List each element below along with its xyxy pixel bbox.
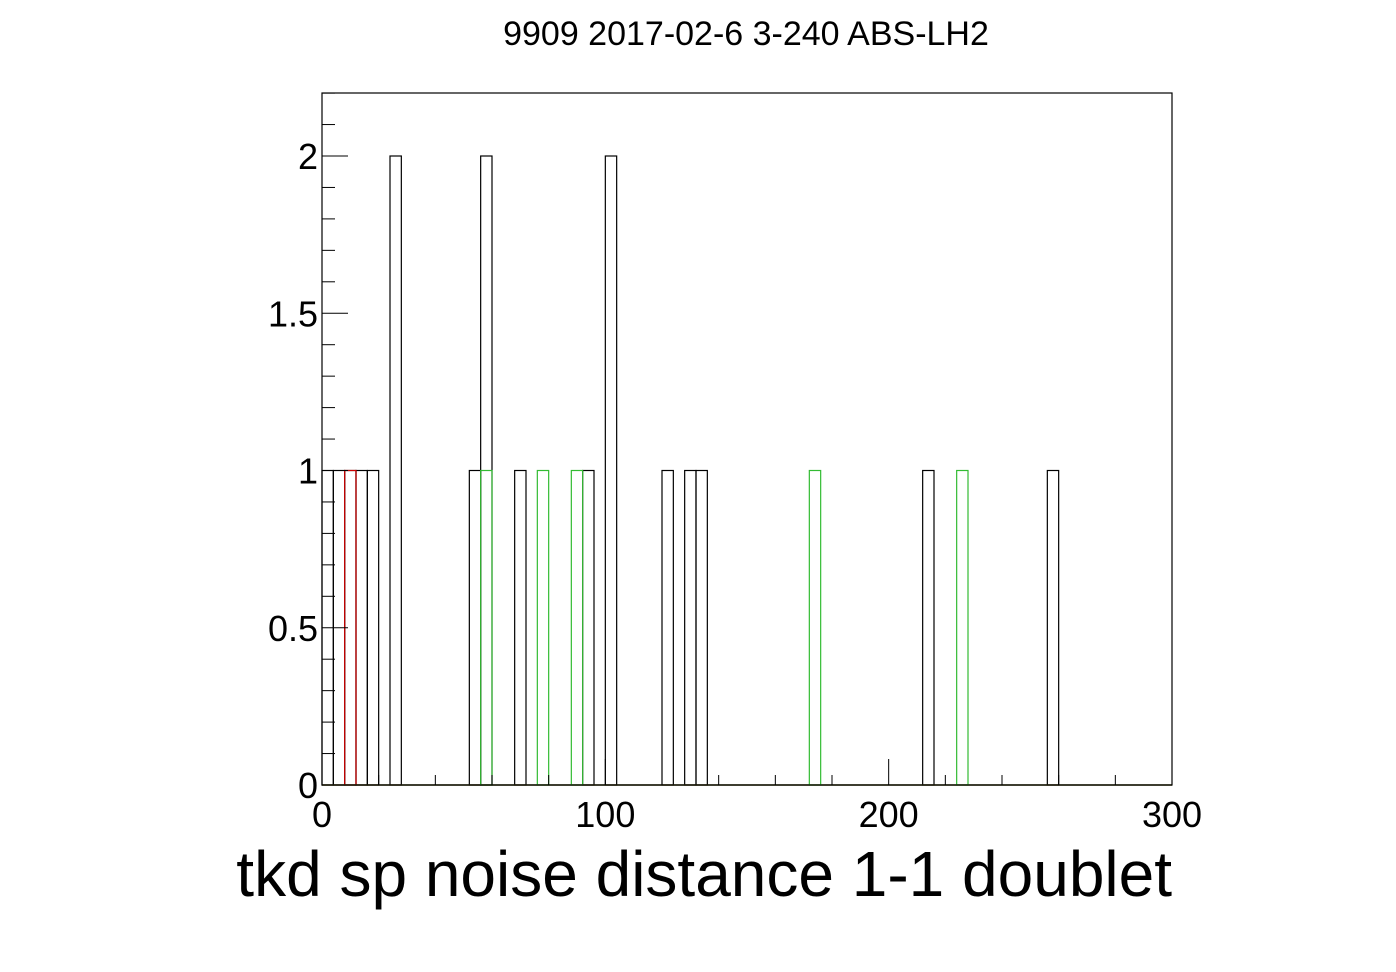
series-2: [322, 469, 1172, 786]
y-tick-label: 0.5: [268, 608, 318, 649]
histogram-bar: [514, 469, 527, 786]
x-tick-label: 300: [1142, 794, 1202, 835]
y-tick-label: 1.5: [268, 293, 318, 334]
y-tick-label: 2: [298, 136, 318, 177]
series-1: [322, 469, 1172, 786]
histogram-bar: [480, 469, 493, 786]
histogram-bar: [355, 469, 368, 786]
x-tick-label: 100: [575, 794, 635, 835]
histogram-bar: [389, 155, 402, 786]
histogram-bar: [582, 469, 595, 786]
histogram-bar: [604, 155, 618, 786]
x-tick-label: 200: [859, 794, 919, 835]
histogram-bar: [570, 469, 584, 786]
y-tick-label: 0: [298, 765, 318, 806]
x-axis-label: tkd sp noise distance 1-1 doublet: [236, 838, 1172, 910]
x-tick-label: 0: [312, 794, 332, 835]
histogram-bar: [684, 469, 697, 786]
plot-frame: [321, 92, 1173, 786]
histogram-bar: [366, 469, 380, 786]
histogram-bar: [536, 469, 550, 786]
histogram-bar: [808, 469, 822, 786]
histogram-bar: [956, 469, 969, 786]
histogram-bar: [695, 469, 708, 786]
histogram-bar: [661, 469, 674, 786]
y-tick-label: 1: [298, 451, 318, 492]
chart-title: 9909 2017-02-6 3-240 ABS-LH2: [503, 15, 989, 53]
histogram-bar: [1046, 469, 1060, 786]
histogram-bar: [468, 469, 482, 786]
series-0: [321, 155, 1172, 786]
histogram-bar: [922, 469, 935, 786]
